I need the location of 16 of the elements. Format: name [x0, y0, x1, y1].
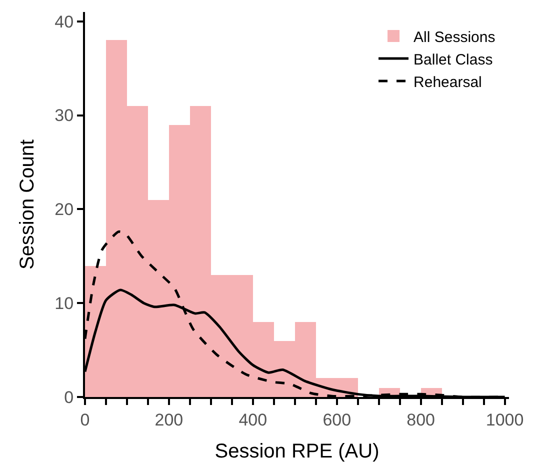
- legend-label: All Sessions: [414, 28, 496, 46]
- legend-label: Ballet Class: [414, 51, 493, 68]
- x-tick-label: 800: [406, 410, 436, 430]
- y-axis-title: Session Count: [16, 139, 39, 270]
- y-tick-label: 20: [54, 200, 74, 220]
- x-tick-label: 1000: [486, 410, 524, 430]
- y-tick-label: 30: [54, 106, 74, 126]
- x-axis-title: Session RPE (AU): [214, 440, 380, 462]
- x-tick-label: 600: [322, 410, 352, 430]
- x-tick-label: 400: [238, 410, 268, 430]
- y-tick-label: 0: [64, 388, 74, 407]
- legend-label: Rehearsal: [414, 74, 482, 91]
- y-tick-label: 10: [54, 294, 74, 314]
- y-tick-label: 40: [54, 12, 74, 32]
- x-tick-label: 200: [154, 410, 184, 430]
- x-tick-label: 0: [80, 410, 90, 430]
